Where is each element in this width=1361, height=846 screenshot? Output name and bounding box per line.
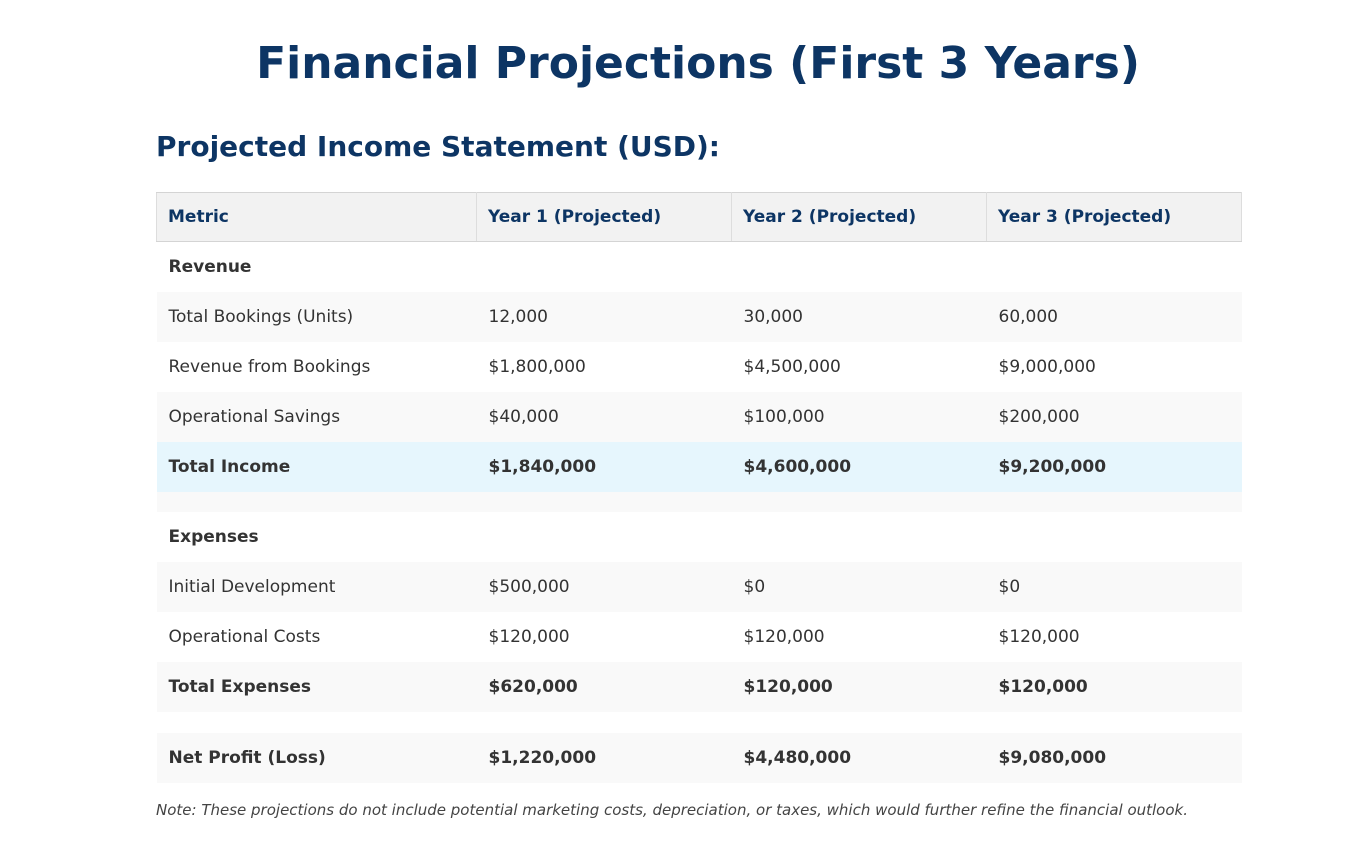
year-3-value: $9,000,000: [986, 341, 1242, 392]
spacer-row: [156, 491, 1242, 512]
section-subtitle: Projected Income Statement (USD):: [156, 130, 721, 163]
year-2-value: $4,480,000: [731, 732, 987, 783]
header-year-1: Year 1 (Projected): [476, 192, 732, 242]
row-label: Total Bookings (Units): [156, 291, 477, 342]
header-year-3: Year 3 (Projected): [986, 192, 1242, 242]
total-income-row: Total Income $1,840,000 $4,600,000 $9,20…: [156, 441, 1242, 492]
year-3-value: $200,000: [986, 391, 1242, 442]
footnote: Note: These projections do not include p…: [156, 801, 1188, 819]
row-label: Operational Costs: [156, 611, 477, 662]
page-title: Financial Projections (First 3 Years): [256, 38, 1140, 89]
revenue-section-label: Revenue: [156, 241, 477, 292]
table-header-row: Metric Year 1 (Projected) Year 2 (Projec…: [156, 192, 1242, 242]
revenue-section-row: Revenue: [156, 241, 1242, 292]
table-row: Operational Costs $120,000 $120,000 $120…: [156, 611, 1242, 662]
year-3-value: $120,000: [986, 661, 1242, 712]
year-1-value: $1,800,000: [476, 341, 732, 392]
net-profit-row: Net Profit (Loss) $1,220,000 $4,480,000 …: [156, 732, 1242, 783]
income-statement-table: Metric Year 1 (Projected) Year 2 (Projec…: [156, 192, 1242, 783]
year-1-value: $500,000: [476, 561, 732, 612]
expenses-section-row: Expenses: [156, 511, 1242, 562]
expenses-section-label: Expenses: [156, 511, 477, 562]
year-3-value: $9,200,000: [986, 441, 1242, 492]
year-1-value: $1,220,000: [476, 732, 732, 783]
year-1-value: $1,840,000: [476, 441, 732, 492]
spacer-row: [156, 711, 1242, 733]
year-3-value: 60,000: [986, 291, 1242, 342]
year-2-value: $120,000: [731, 661, 987, 712]
year-1-value: $120,000: [476, 611, 732, 662]
row-label: Total Expenses: [156, 661, 477, 712]
year-2-value: $0: [731, 561, 987, 612]
row-label: Revenue from Bookings: [156, 341, 477, 392]
year-3-value: $120,000: [986, 611, 1242, 662]
year-2-value: $4,600,000: [731, 441, 987, 492]
year-2-value: $120,000: [731, 611, 987, 662]
year-2-value: 30,000: [731, 291, 987, 342]
header-year-2: Year 2 (Projected): [731, 192, 987, 242]
year-2-value: $100,000: [731, 391, 987, 442]
table-row: Revenue from Bookings $1,800,000 $4,500,…: [156, 341, 1242, 392]
year-1-value: 12,000: [476, 291, 732, 342]
year-3-value: $0: [986, 561, 1242, 612]
year-1-value: $40,000: [476, 391, 732, 442]
year-2-value: $4,500,000: [731, 341, 987, 392]
row-label: Net Profit (Loss): [156, 732, 477, 783]
table-row: Total Bookings (Units) 12,000 30,000 60,…: [156, 291, 1242, 342]
year-1-value: $620,000: [476, 661, 732, 712]
total-expenses-row: Total Expenses $620,000 $120,000 $120,00…: [156, 661, 1242, 712]
header-metric: Metric: [156, 192, 477, 242]
row-label: Operational Savings: [156, 391, 477, 442]
table-row: Operational Savings $40,000 $100,000 $20…: [156, 391, 1242, 442]
year-3-value: $9,080,000: [986, 732, 1242, 783]
table-row: Initial Development $500,000 $0 $0: [156, 561, 1242, 612]
row-label: Total Income: [156, 441, 477, 492]
row-label: Initial Development: [156, 561, 477, 612]
